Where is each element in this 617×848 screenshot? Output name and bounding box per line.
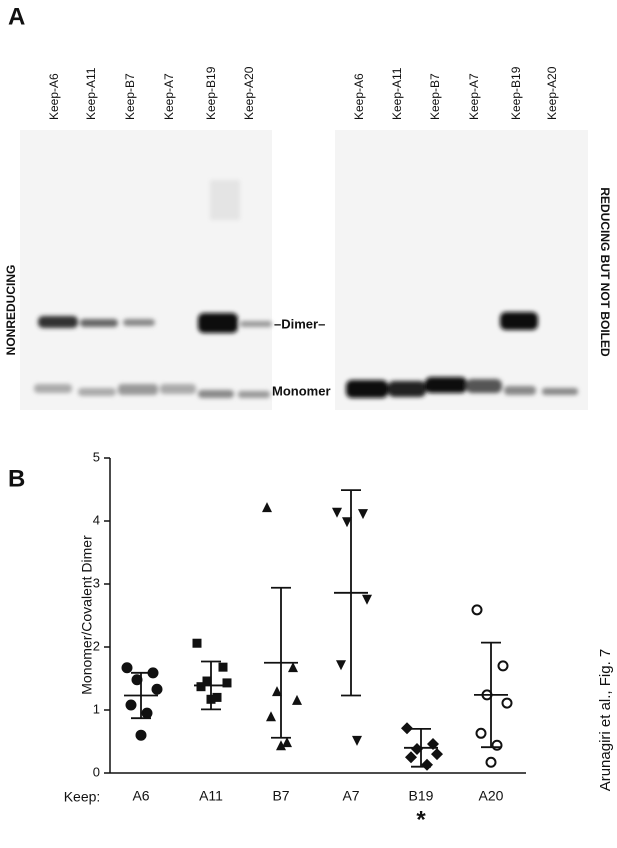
band bbox=[388, 381, 426, 397]
band bbox=[500, 312, 538, 330]
point bbox=[212, 692, 222, 702]
lane-label: Keep-A6 bbox=[47, 73, 61, 120]
lane-label: Keep-A6 bbox=[352, 73, 366, 120]
point bbox=[151, 683, 163, 695]
point bbox=[202, 676, 212, 686]
left-condition: NONREDUCING bbox=[4, 265, 18, 356]
band bbox=[38, 316, 78, 328]
lane-label: Keep-A20 bbox=[545, 66, 559, 120]
point bbox=[135, 729, 147, 741]
band bbox=[123, 319, 155, 326]
point bbox=[362, 594, 372, 605]
lane-label: Keep-A7 bbox=[467, 73, 481, 120]
point bbox=[485, 756, 497, 768]
y-tick-label: 3 bbox=[93, 575, 100, 590]
lane-label: Keep-B7 bbox=[428, 73, 442, 120]
smear bbox=[210, 180, 240, 220]
point bbox=[501, 697, 513, 709]
band bbox=[466, 379, 502, 393]
point bbox=[332, 507, 342, 518]
y-tick-label: 4 bbox=[93, 512, 100, 527]
gel-bands bbox=[34, 180, 578, 398]
point bbox=[358, 509, 368, 520]
point bbox=[121, 662, 133, 674]
point bbox=[497, 660, 509, 672]
point bbox=[276, 740, 286, 751]
credit: Arunagiri et al., Fig. 7 bbox=[597, 649, 614, 792]
band bbox=[346, 380, 388, 398]
band bbox=[240, 321, 272, 327]
band bbox=[504, 386, 536, 395]
right-condition: REDUCING BUT NOT BOILED bbox=[598, 187, 612, 357]
band bbox=[78, 388, 116, 396]
point bbox=[218, 662, 228, 672]
band bbox=[118, 384, 158, 395]
y-tick-label: 5 bbox=[93, 449, 100, 464]
x-tick-label: A20 bbox=[479, 788, 504, 804]
point bbox=[491, 739, 503, 751]
gel-left bbox=[20, 130, 272, 410]
x-tick-label: B7 bbox=[272, 788, 289, 804]
point bbox=[288, 662, 298, 673]
panel-label: A bbox=[8, 3, 25, 30]
y-tick-label: 1 bbox=[93, 701, 100, 716]
lane-label: Keep-A11 bbox=[390, 67, 404, 120]
point bbox=[125, 699, 137, 711]
panel-label: B bbox=[8, 465, 25, 492]
y-axis-label: Monomer/Covalent Dimer bbox=[79, 535, 95, 695]
band bbox=[238, 391, 270, 398]
point bbox=[196, 682, 206, 692]
point bbox=[262, 502, 272, 513]
monomer-label: Monomer bbox=[272, 383, 331, 398]
point bbox=[475, 727, 487, 739]
band bbox=[198, 313, 238, 333]
lane-label: Keep-A11 bbox=[84, 67, 98, 120]
point bbox=[471, 604, 483, 616]
x-prefix: Keep: bbox=[64, 789, 101, 805]
point bbox=[266, 711, 276, 722]
point bbox=[411, 743, 423, 756]
band bbox=[425, 377, 467, 393]
band bbox=[160, 384, 196, 394]
point bbox=[405, 751, 417, 764]
point bbox=[401, 722, 413, 735]
x-tick-label: B19 bbox=[409, 788, 434, 804]
point bbox=[421, 758, 433, 771]
band bbox=[34, 384, 72, 393]
point bbox=[431, 748, 443, 761]
x-tick-label: A7 bbox=[342, 788, 359, 804]
lane-label: Keep-A20 bbox=[242, 66, 256, 120]
x-tick-label: A11 bbox=[199, 788, 223, 804]
y-tick-label: 2 bbox=[93, 638, 100, 653]
point bbox=[292, 694, 302, 705]
annotation: * bbox=[416, 806, 426, 833]
lane-label: Keep-B19 bbox=[509, 66, 523, 120]
dimer-label: –Dimer– bbox=[274, 316, 325, 331]
lane-label: Keep-A7 bbox=[162, 73, 176, 120]
lane-label: Keep-B19 bbox=[204, 66, 218, 120]
point bbox=[336, 660, 346, 671]
x-tick-label: A6 bbox=[132, 788, 149, 804]
band bbox=[542, 388, 578, 395]
point bbox=[192, 638, 202, 648]
point bbox=[352, 735, 362, 746]
point bbox=[272, 686, 282, 697]
band bbox=[198, 390, 234, 398]
lane-label: Keep-B7 bbox=[123, 73, 137, 120]
point bbox=[282, 737, 292, 748]
gel-right bbox=[335, 130, 588, 410]
band bbox=[80, 319, 118, 327]
y-tick-label: 0 bbox=[93, 764, 100, 779]
point bbox=[141, 707, 153, 719]
point bbox=[222, 678, 232, 688]
point bbox=[342, 517, 352, 528]
